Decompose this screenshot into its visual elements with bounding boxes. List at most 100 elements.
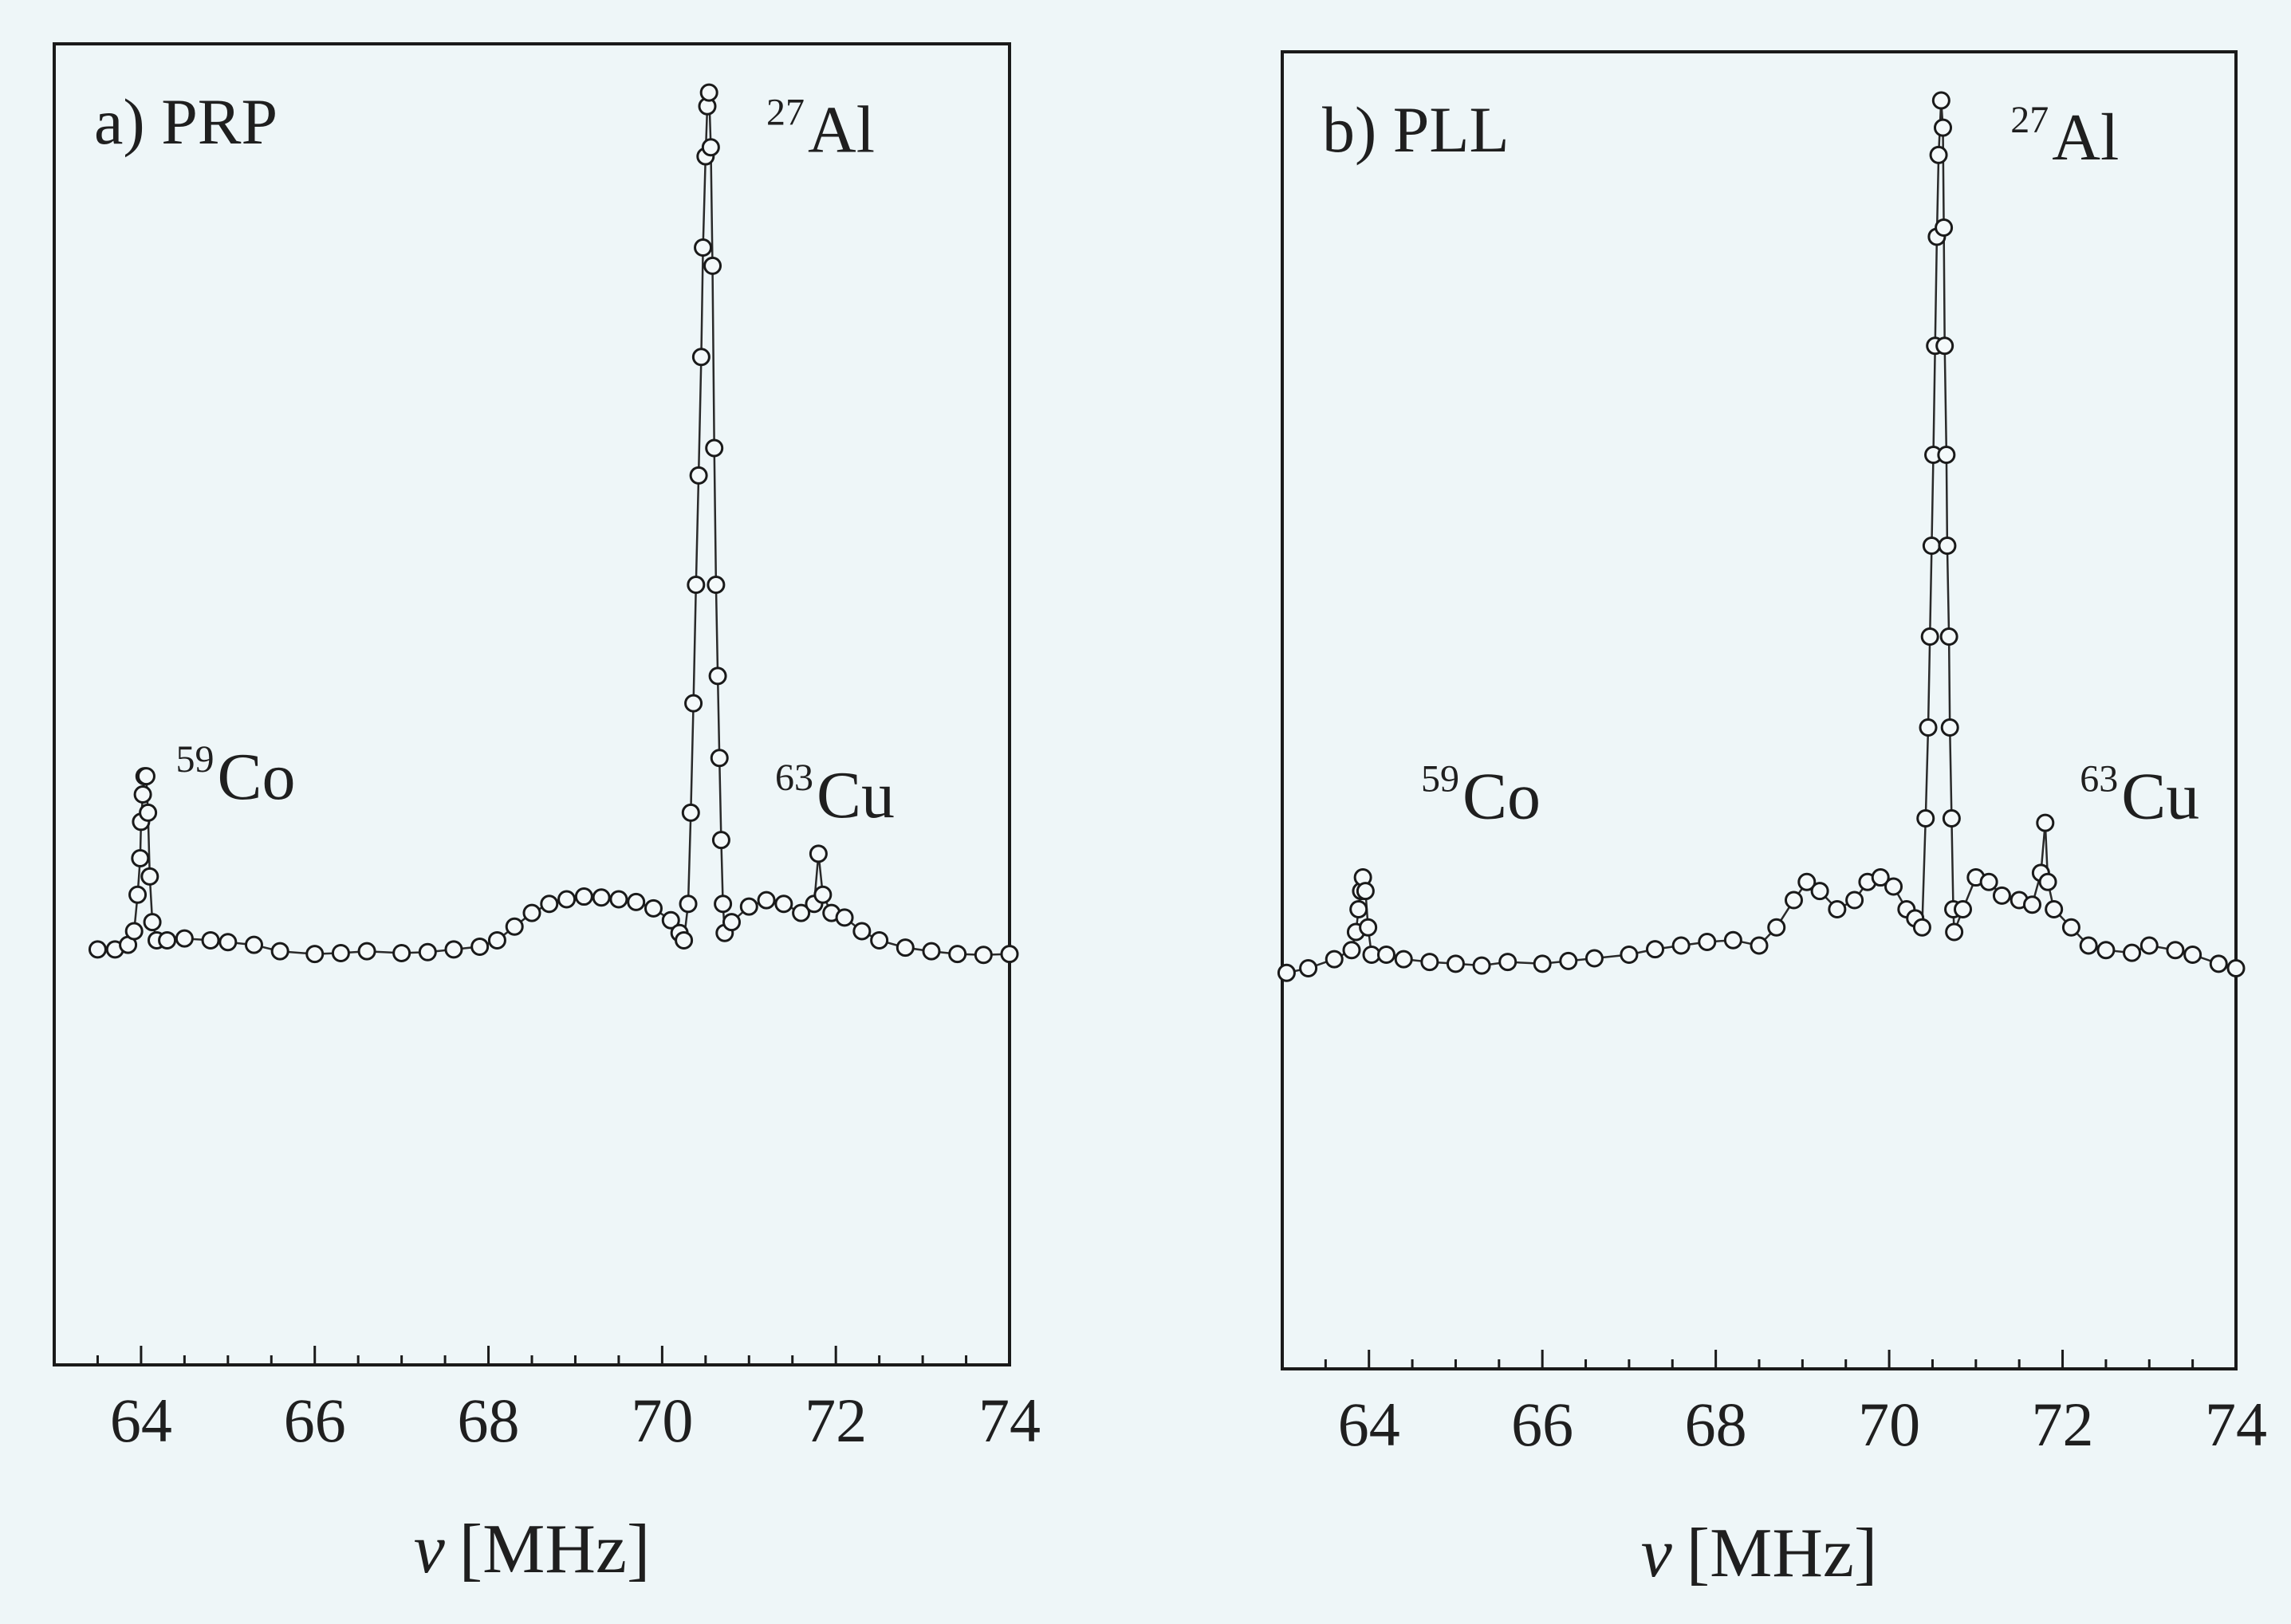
annotation-co: 59Co [1421,757,1541,833]
data-point [1376,945,1395,964]
data-point [689,466,708,485]
data-point [1277,963,1296,982]
data-point [470,937,490,956]
data-point [1954,899,1973,918]
data-point [418,942,437,961]
data-point [1359,918,1378,937]
annotation-mass: 63 [775,757,813,799]
annotation-element: Co [1462,759,1541,833]
data-point [714,895,733,914]
annotation-mass: 27 [766,91,805,133]
panel-label: b) PLL [1322,93,1510,166]
plot-frame [1281,50,2238,1370]
data-point [1979,872,1998,891]
data-point [1559,951,1578,970]
data-point [896,938,915,957]
data-point [684,694,703,713]
data-point [687,576,706,595]
data-point [699,83,718,102]
x-tick-label: 70 [1858,1390,1920,1459]
series-line [1286,100,2237,974]
data-point [1929,145,1948,164]
data-point [487,930,506,950]
data-point [1945,922,1964,942]
data-point [708,667,727,686]
data-point [218,933,238,952]
x-tick-label: 72 [805,1386,867,1455]
data-point [1939,627,1958,646]
x-tick-label: 74 [978,1386,1041,1455]
data-point [1498,953,1517,972]
data-point [2209,954,2228,973]
x-tick-label: 72 [2032,1390,2094,1459]
data-point [136,767,155,786]
data-point [133,785,152,804]
data-point [609,890,628,909]
data-point [1938,537,1957,555]
data-point [681,803,700,822]
data-point [2036,813,2055,832]
data-point [1937,446,1956,465]
data-point [974,946,993,965]
data-point [757,891,776,910]
data-point [1912,918,1931,937]
data-point [1299,959,1318,978]
annotation-al: 27Al [766,91,875,167]
data-point [270,942,289,961]
data-point [1934,118,1953,137]
x-tick-label: 68 [458,1386,520,1455]
data-point [201,930,220,950]
x-tick-label: 64 [1338,1390,1400,1459]
x-tick-label: 66 [284,1386,346,1455]
data-point [1446,954,1465,973]
data-point [1810,882,1829,901]
annotation-mass: 63 [2080,757,2118,800]
data-point [1394,950,1413,969]
x-axis-label: ν [MHz] [1641,1515,1878,1592]
data-point [710,749,729,768]
data-point [948,945,967,964]
annotation-element: Cu [817,758,895,832]
data-point [574,887,593,906]
data-point [661,910,680,930]
data-point [675,930,694,950]
data-point [1828,899,1847,918]
data-point [1533,954,1552,973]
data-point [158,930,177,950]
data-point [139,803,158,822]
data-point [1767,918,1786,937]
data-point [540,895,559,914]
x-tick-label: 70 [631,1386,693,1455]
annotation-element: Cu [2121,759,2199,833]
data-point [331,943,350,962]
data-point [1750,936,1769,955]
data-point [557,890,577,909]
x-axis-label: ν [MHz] [414,1511,651,1588]
x-tick-label: 64 [110,1386,172,1455]
data-point [1992,886,2011,905]
data-point [644,899,663,918]
data-point [88,940,107,959]
data-point [128,885,148,904]
data-point [1349,899,1368,918]
data-point [357,942,376,961]
data-point [679,895,698,914]
data-point [835,908,854,927]
x-axis-unit: [MHz] [459,1511,650,1588]
data-point [1356,882,1375,901]
annotation-mass: 59 [1421,757,1459,800]
data-point [707,576,726,595]
data-point [870,930,889,950]
data-point [1884,877,1903,896]
data-point [711,831,730,850]
data-point [1942,808,1961,828]
x-axis-symbol: ν [414,1511,446,1588]
data-point [2096,941,2116,960]
annotation-cu: 63Cu [2080,757,2199,833]
data-point [1698,932,1717,951]
data-point [1871,868,1890,887]
data-point [1935,336,1954,356]
data-point [1000,945,1019,964]
x-tick-label: 66 [1511,1390,1573,1459]
